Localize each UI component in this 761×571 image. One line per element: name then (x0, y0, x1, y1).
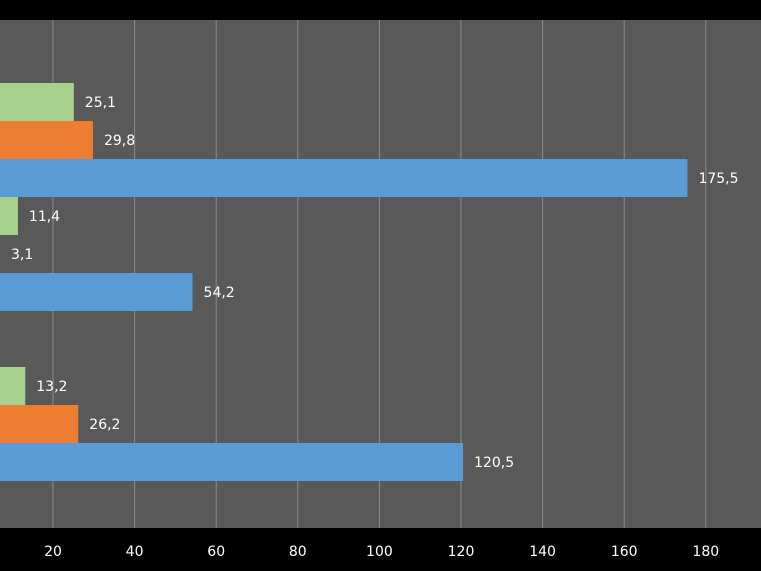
bar-series-0-cat-2 (0, 159, 688, 197)
x-tick-label: 60 (207, 544, 225, 560)
x-tick-label: 40 (126, 544, 144, 560)
x-axis-ticks: 20 40 60 80 100 120 140 160 180 (44, 544, 719, 560)
bar-series-2-cat-0 (0, 367, 26, 405)
bar-series-0-cat-1 (0, 273, 193, 311)
x-tick-label: 160 (611, 544, 638, 560)
data-label-series-1-cat-2: 29,8 (104, 133, 135, 149)
bar-series-1-cat-2 (0, 121, 93, 159)
data-label-series-2-cat-2: 25,1 (85, 95, 116, 111)
x-tick-label: 80 (289, 544, 307, 560)
bar-series-2-cat-1 (0, 197, 18, 235)
data-label-series-0-cat-2: 175,5 (698, 171, 738, 187)
data-labels: 175,5 29,8 25,1 54,2 3,1 11,4 120,5 26,2 13,2 (11, 95, 739, 471)
x-tick-label: 100 (366, 544, 393, 560)
x-tick-label: 180 (692, 544, 719, 560)
bar-series-1-cat-0 (0, 405, 79, 443)
bar-series-0-cat-0 (0, 443, 464, 481)
data-label-series-0-cat-1: 54,2 (204, 285, 235, 301)
x-tick-label: 140 (529, 544, 556, 560)
data-label-series-2-cat-0: 13,2 (36, 379, 67, 395)
data-label-series-0-cat-0: 120,5 (474, 455, 514, 471)
bars (0, 83, 688, 481)
data-label-series-1-cat-1: 3,1 (11, 247, 33, 263)
x-tick-label: 120 (448, 544, 475, 560)
x-tick-label: 20 (44, 544, 62, 560)
data-label-series-2-cat-1: 11,4 (29, 209, 60, 225)
data-label-series-1-cat-0: 26,2 (89, 417, 120, 433)
bar-series-2-cat-2 (0, 83, 74, 121)
